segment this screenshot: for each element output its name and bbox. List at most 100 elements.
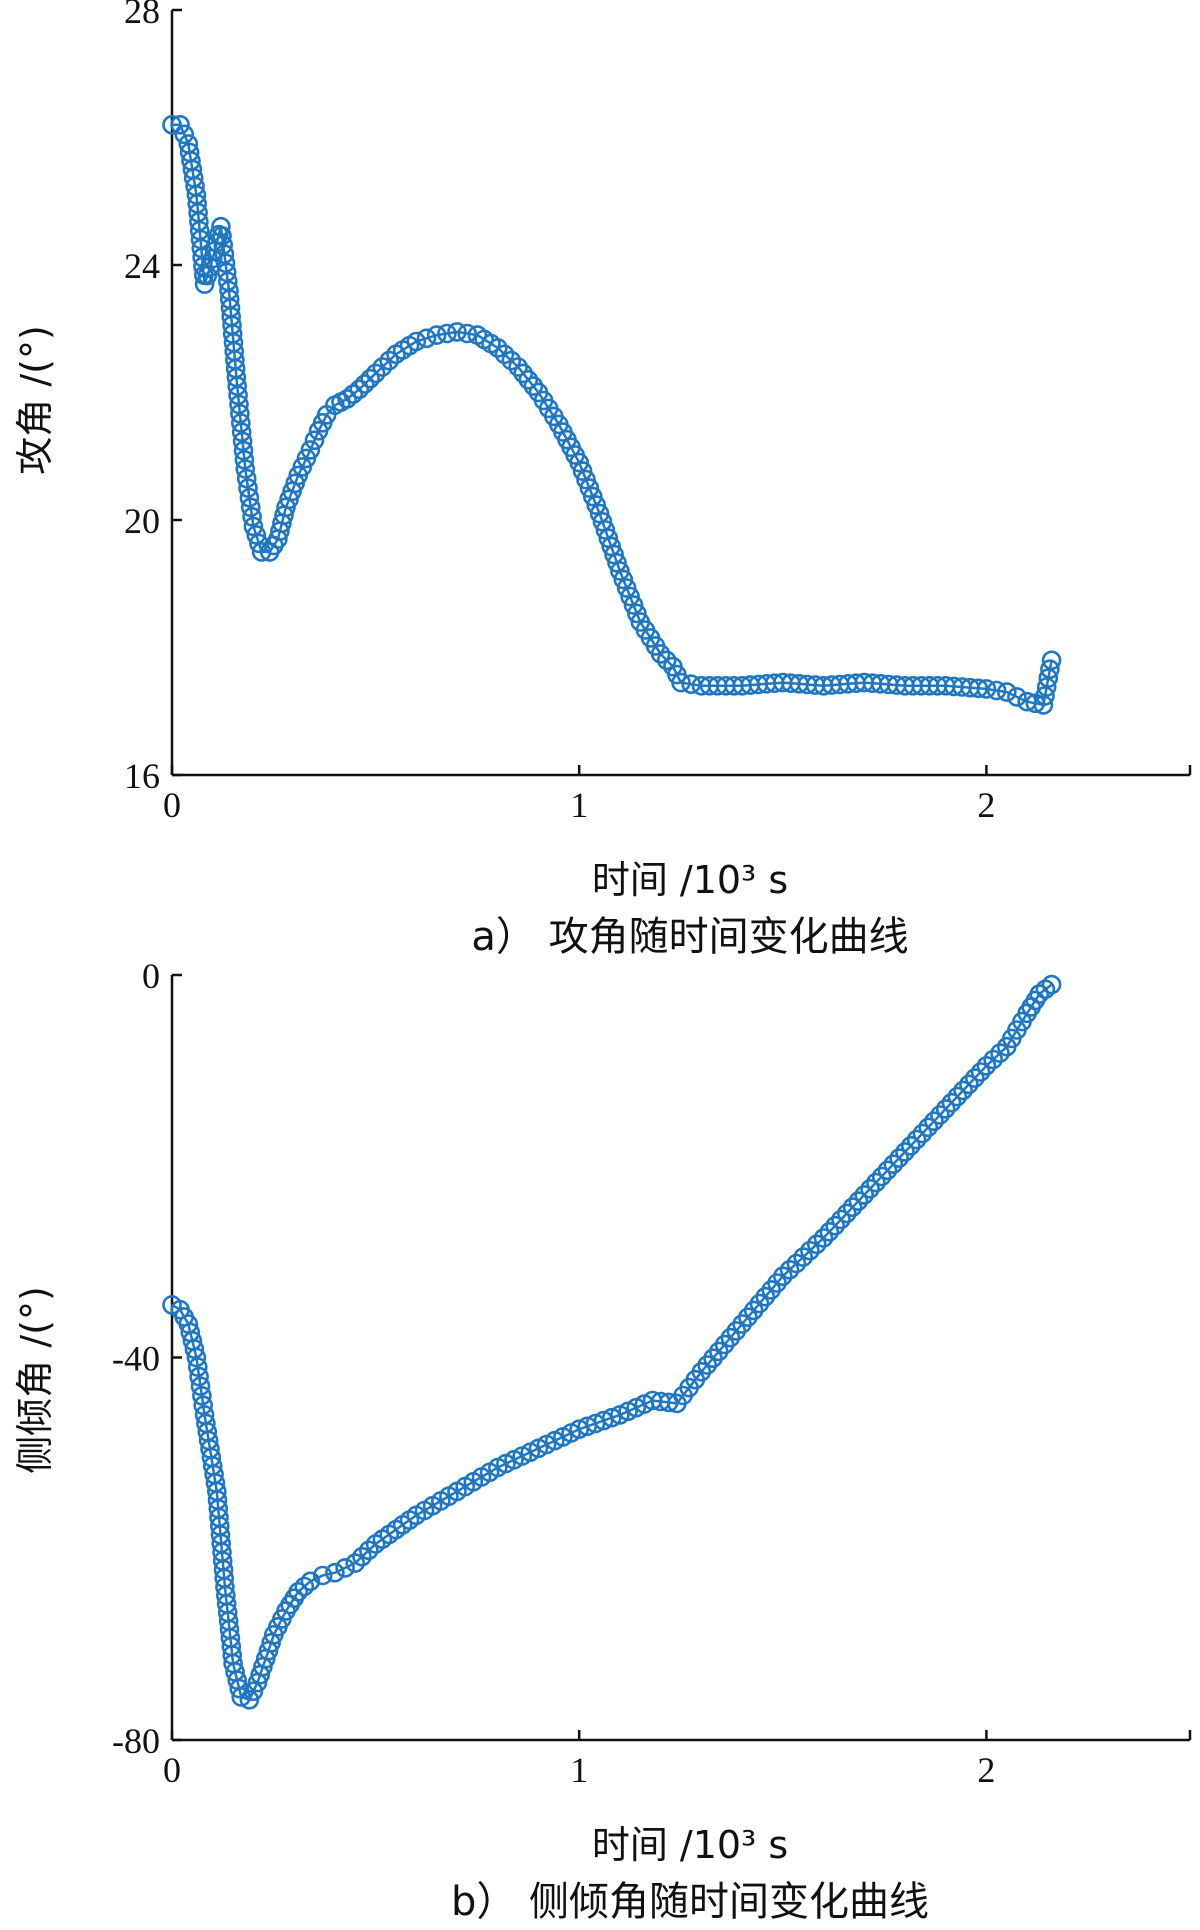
data-point-a-126 bbox=[592, 511, 613, 532]
series-b bbox=[162, 974, 1062, 1710]
data-point-a-120 bbox=[572, 461, 593, 481]
data-point-a-137 bbox=[627, 603, 647, 624]
data-point-a-1 bbox=[170, 115, 190, 135]
data-point-b-126 bbox=[772, 1266, 793, 1286]
data-point-a-127 bbox=[595, 520, 616, 540]
data-point-a-124 bbox=[586, 495, 607, 515]
data-point-a-129 bbox=[601, 536, 622, 557]
caption-a: a） 攻角随时间变化曲线 bbox=[471, 914, 908, 960]
data-point-a-50 bbox=[232, 431, 253, 452]
series-line-a-0 bbox=[172, 123, 1053, 707]
data-point-b-152 bbox=[930, 1105, 950, 1125]
x-axis-label-b: 时间 /10³ s bbox=[592, 1823, 788, 1867]
data-point-b-54 bbox=[261, 1633, 281, 1653]
y-tick-label-b-0: -80 bbox=[112, 1721, 160, 1761]
data-point-a-57 bbox=[240, 497, 261, 518]
data-point-b-156 bbox=[953, 1080, 973, 1101]
data-point-b-158 bbox=[964, 1068, 985, 1088]
data-point-b-69 bbox=[358, 1540, 379, 1561]
data-point-a-60 bbox=[246, 525, 267, 545]
data-point-b-64 bbox=[312, 1565, 333, 1586]
chart-panel-a: 16 20 24 28 0 1 2 时间 /10³ s 攻角 /(°) a） 攻角随时间变化… bbox=[13, 0, 1192, 960]
data-point-a-108 bbox=[518, 369, 539, 390]
data-point-a-186 bbox=[1007, 687, 1027, 707]
data-point-a-104 bbox=[494, 344, 515, 365]
data-point-b-141 bbox=[866, 1172, 886, 1193]
data-point-a-182 bbox=[968, 678, 989, 699]
data-point-a-135 bbox=[620, 586, 640, 607]
data-point-a-185 bbox=[996, 682, 1017, 702]
data-point-a-123 bbox=[582, 486, 603, 507]
data-point-a-85 bbox=[349, 379, 370, 400]
data-point-a-29 bbox=[214, 244, 235, 264]
data-point-a-0 bbox=[162, 115, 182, 135]
data-point-b-157 bbox=[959, 1074, 979, 1095]
y-tick-label-a-0: 16 bbox=[124, 756, 160, 796]
data-point-a-52 bbox=[234, 449, 255, 470]
data-point-a-128 bbox=[598, 528, 619, 549]
data-point-b-162 bbox=[990, 1043, 1010, 1063]
data-point-a-51 bbox=[233, 440, 254, 461]
data-point-a-193 bbox=[1040, 659, 1060, 680]
data-point-b-66 bbox=[335, 1558, 355, 1578]
y-tick-label-b-2: 0 bbox=[142, 956, 160, 996]
data-point-b-63 bbox=[300, 1571, 321, 1592]
caption-b: b） 侧倾角随时间变化曲线 bbox=[451, 1879, 929, 1925]
data-point-a-55 bbox=[238, 478, 258, 498]
data-point-a-190 bbox=[1035, 686, 1055, 706]
data-point-b-7 bbox=[186, 1347, 207, 1368]
data-point-a-77 bbox=[304, 430, 325, 451]
ticks-b: -80 -40 0 0 1 2 bbox=[112, 956, 1192, 1790]
data-point-a-45 bbox=[228, 385, 248, 406]
data-point-b-142 bbox=[871, 1166, 892, 1187]
data-point-a-31 bbox=[216, 262, 237, 283]
data-point-b-135 bbox=[831, 1209, 851, 1230]
data-point-b-67 bbox=[345, 1553, 366, 1573]
data-point-a-142 bbox=[650, 644, 671, 664]
data-point-a-54 bbox=[236, 468, 257, 489]
data-point-b-127 bbox=[779, 1260, 800, 1280]
data-point-b-11 bbox=[192, 1386, 212, 1406]
y-tick-label-a-1: 20 bbox=[124, 501, 160, 541]
data-point-a-49 bbox=[231, 422, 252, 443]
data-point-a-90 bbox=[379, 350, 400, 371]
data-point-b-140 bbox=[860, 1179, 880, 1199]
data-point-a-89 bbox=[372, 357, 393, 377]
data-point-a-147 bbox=[681, 674, 702, 695]
data-point-b-68 bbox=[352, 1546, 372, 1567]
data-point-a-86 bbox=[354, 374, 375, 394]
ticks-a: 16 20 24 28 0 1 2 bbox=[124, 0, 1192, 825]
data-point-b-148 bbox=[906, 1129, 927, 1150]
data-point-b-46 bbox=[231, 1687, 251, 1707]
data-point-a-59 bbox=[243, 516, 264, 537]
data-point-a-83 bbox=[337, 389, 357, 409]
data-point-b-134 bbox=[825, 1215, 846, 1236]
data-point-a-48 bbox=[231, 413, 251, 433]
data-point-b-172 bbox=[1041, 974, 1062, 995]
data-point-a-53 bbox=[235, 459, 256, 479]
x-tick-label-b-0: 0 bbox=[163, 1750, 181, 1790]
data-point-a-76 bbox=[300, 440, 321, 460]
data-point-a-94 bbox=[406, 331, 427, 352]
data-point-b-137 bbox=[842, 1197, 863, 1217]
data-point-b-6 bbox=[184, 1339, 205, 1359]
data-point-a-184 bbox=[986, 680, 1007, 701]
data-point-a-2 bbox=[174, 124, 194, 145]
data-point-a-99 bbox=[457, 323, 478, 344]
data-point-b-153 bbox=[935, 1099, 956, 1119]
data-point-b-131 bbox=[806, 1234, 827, 1255]
x-tick-label-a-2: 2 bbox=[977, 785, 995, 825]
series-line-b-0 bbox=[171, 983, 1053, 1702]
data-point-a-121 bbox=[576, 469, 596, 490]
y-axis-label-a: 攻角 /(°) bbox=[13, 325, 57, 475]
data-point-b-160 bbox=[976, 1056, 997, 1076]
data-point-b-100 bbox=[601, 1407, 622, 1428]
data-point-b-136 bbox=[836, 1203, 857, 1224]
data-point-b-146 bbox=[895, 1142, 915, 1162]
data-point-b-65 bbox=[325, 1562, 345, 1583]
data-point-a-133 bbox=[613, 569, 634, 590]
data-point-b-62 bbox=[294, 1576, 315, 1597]
x-tick-label-a-1: 1 bbox=[570, 785, 588, 825]
data-point-b-8 bbox=[188, 1357, 208, 1377]
y-tick-label-b-1: -40 bbox=[112, 1339, 160, 1379]
